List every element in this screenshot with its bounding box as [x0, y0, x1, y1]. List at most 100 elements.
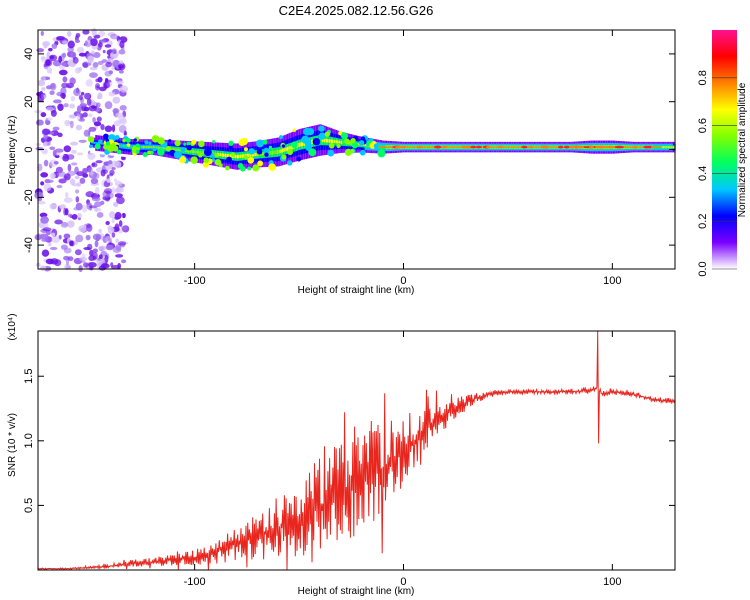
noise-cell	[67, 213, 73, 218]
ridge-cell	[197, 150, 200, 154]
noise-cell	[59, 204, 67, 210]
ridge-blob	[212, 140, 216, 144]
noise-cell	[45, 258, 55, 265]
ridge-cell	[431, 146, 433, 148]
noise-cell	[74, 175, 80, 180]
ridge-cell	[92, 141, 95, 144]
noise-cell	[114, 193, 123, 198]
noise-cell	[70, 141, 79, 146]
ridge-peak	[614, 145, 625, 149]
noise-cell	[119, 40, 125, 49]
ridge-cell	[452, 146, 454, 148]
noise-cell	[49, 146, 56, 150]
ridge-cell	[340, 140, 343, 144]
ridge-cell	[659, 146, 661, 148]
ridge-cell	[278, 150, 280, 154]
ridge-cell	[121, 144, 123, 147]
noise-cell	[118, 124, 127, 133]
ridge-blob	[198, 153, 203, 158]
noise-cell	[61, 40, 69, 45]
ridge-cell	[261, 152, 264, 156]
ridge-peak	[441, 145, 449, 149]
ridge-cell	[537, 146, 539, 148]
noise-cell	[118, 60, 124, 66]
ridge-blob	[324, 131, 331, 137]
ridge-blob	[247, 166, 252, 171]
ridge-blob	[304, 139, 312, 147]
noise-cell	[61, 62, 68, 67]
noise-cell	[119, 85, 129, 93]
ridge-cell	[162, 147, 165, 150]
ridge-cell	[338, 140, 340, 144]
noise-cell	[91, 50, 95, 55]
ridge-peak	[400, 145, 408, 149]
noise-cell	[54, 219, 63, 225]
noise-cell	[92, 233, 102, 241]
ridge-cell	[161, 147, 164, 150]
ridge-cell	[456, 146, 458, 148]
ridge-blob	[327, 149, 335, 157]
ridge-blob	[291, 141, 298, 149]
ridge-cell	[120, 144, 122, 147]
ridge-cell	[270, 150, 273, 155]
noise-cell	[60, 87, 67, 95]
ridge-cell	[236, 154, 239, 159]
ridge-blob	[180, 147, 186, 153]
ridge-cell	[289, 146, 291, 150]
snr-x-label: Height of straight line (km)	[298, 586, 415, 597]
ridge-cell	[202, 151, 205, 155]
noise-cell	[117, 241, 127, 246]
ridge-blob	[228, 140, 234, 146]
noise-cell	[94, 172, 100, 179]
ridge-cell	[139, 146, 141, 149]
ridge-cell	[626, 146, 628, 148]
colorbar-tick-label: 0.2	[697, 214, 709, 229]
noise-cell	[39, 233, 49, 240]
noise-cell	[102, 81, 111, 89]
ridge-cell	[389, 146, 392, 148]
noise-cell	[96, 116, 102, 122]
noise-cell	[73, 88, 81, 97]
ridge-cell	[637, 146, 640, 148]
ridge-cell	[385, 146, 388, 148]
noise-cell	[118, 220, 123, 227]
ridge-cell	[506, 146, 508, 148]
ridge-cell	[201, 151, 204, 155]
noise-cell	[120, 225, 127, 231]
snr-y-label: SNR (10 * v/v)	[7, 413, 18, 477]
ridge-cell	[269, 151, 271, 155]
noise-cell	[92, 255, 97, 261]
ridge-cell	[157, 146, 160, 149]
ridge-blob	[296, 156, 302, 162]
ridge-blob	[157, 137, 165, 145]
noise-cell	[40, 172, 49, 178]
ridge-blob	[191, 139, 197, 145]
noise-cell	[71, 214, 78, 220]
ridge-cell	[496, 146, 498, 148]
noise-cell	[86, 98, 92, 106]
ridge-cell	[280, 149, 283, 153]
noise-cell	[78, 94, 83, 101]
ridge-cell	[662, 146, 665, 148]
ridge-cell	[323, 138, 325, 143]
noise-cell	[67, 163, 72, 172]
ridge-peak	[598, 145, 606, 149]
ridge-cell	[337, 140, 339, 144]
noise-cell	[119, 118, 127, 125]
noise-cell	[93, 121, 102, 127]
noise-cell	[108, 173, 114, 177]
noise-cell	[112, 96, 121, 104]
ridge-cell	[194, 150, 196, 154]
ridge-cell	[147, 146, 150, 149]
ridge-cell	[384, 146, 387, 148]
ridge-cell	[149, 146, 151, 149]
noise-cell	[46, 117, 53, 121]
noise-cell	[49, 55, 55, 60]
ridge-cell	[516, 146, 518, 148]
noise-cell	[82, 173, 89, 178]
ridge-blob	[340, 132, 349, 140]
noise-cell	[45, 106, 55, 112]
ridge-blob	[351, 141, 359, 149]
ridge-blob	[105, 141, 111, 146]
noise-cell	[79, 177, 86, 184]
